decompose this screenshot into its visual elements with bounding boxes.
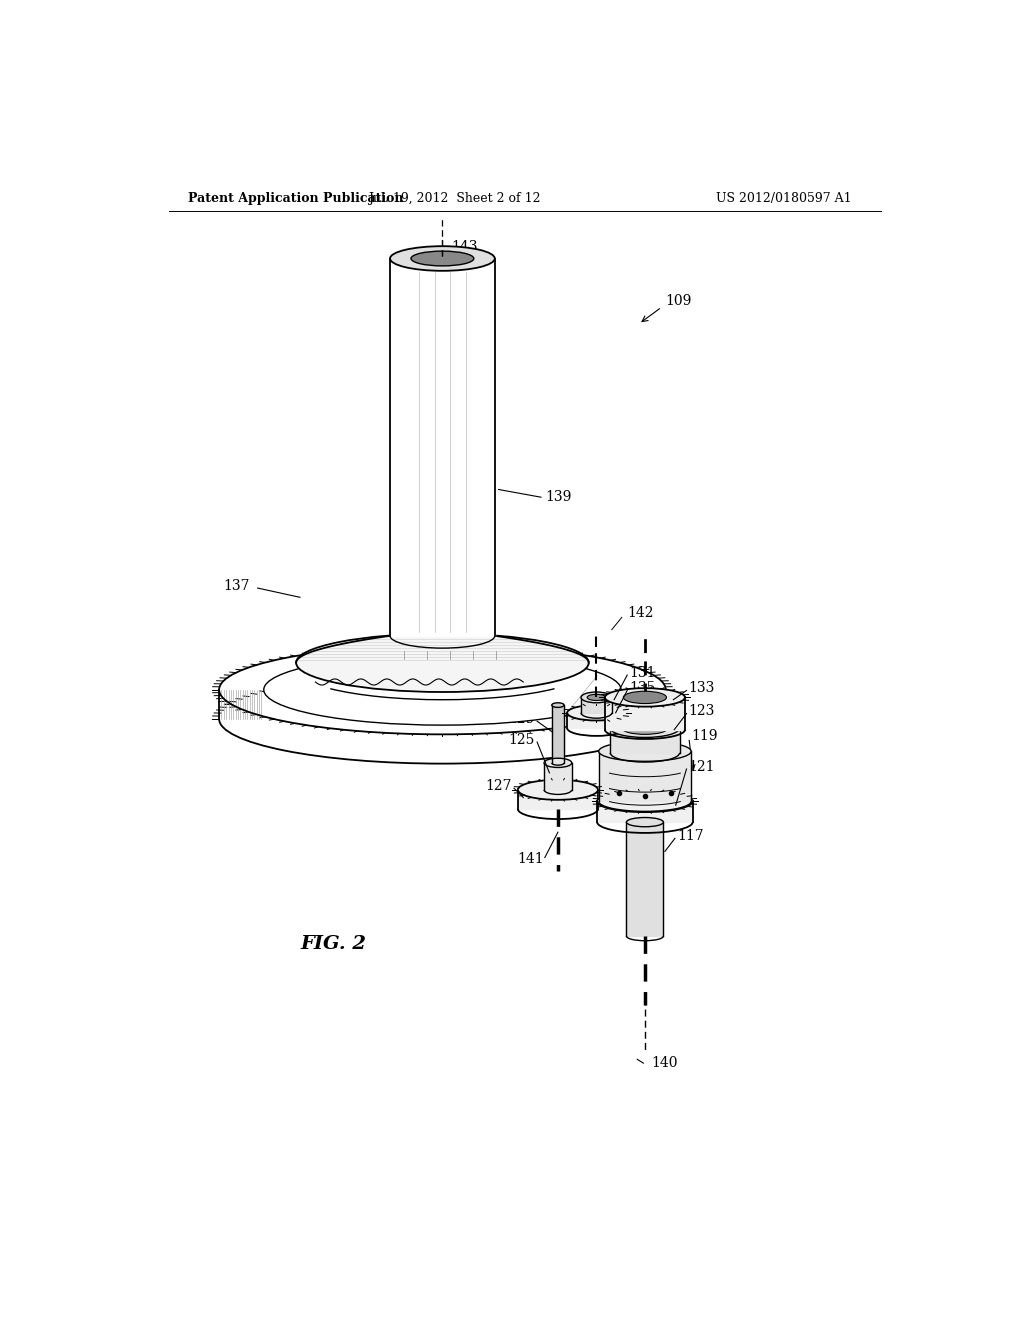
Bar (552, 705, 564, 763)
Text: 121: 121 (689, 760, 716, 774)
Ellipse shape (610, 719, 680, 738)
Ellipse shape (599, 742, 691, 762)
Text: 109: 109 (666, 294, 692, 308)
Ellipse shape (627, 817, 664, 826)
Text: 125: 125 (509, 733, 535, 747)
Ellipse shape (624, 692, 667, 704)
Text: 133: 133 (689, 681, 715, 696)
Text: 135: 135 (630, 681, 656, 696)
Text: 123: 123 (689, 705, 715, 718)
Bar (597, 801, 692, 822)
Ellipse shape (411, 251, 474, 265)
Text: 129: 129 (509, 711, 535, 726)
Text: US 2012/0180597 A1: US 2012/0180597 A1 (716, 191, 851, 205)
Ellipse shape (581, 692, 611, 702)
Text: Jul. 19, 2012  Sheet 2 of 12: Jul. 19, 2012 Sheet 2 of 12 (368, 191, 541, 205)
Ellipse shape (567, 705, 626, 721)
Ellipse shape (597, 791, 692, 812)
Bar (627, 822, 664, 936)
Ellipse shape (587, 694, 605, 701)
Text: 143: 143 (452, 240, 478, 253)
Text: 131: 131 (630, 665, 656, 680)
Text: 142: 142 (628, 606, 653, 619)
Bar (605, 697, 685, 730)
Bar (581, 697, 611, 713)
Ellipse shape (390, 247, 495, 271)
Text: 141: 141 (517, 853, 544, 866)
Ellipse shape (296, 634, 589, 692)
Bar (599, 751, 691, 801)
Bar (610, 729, 680, 752)
Text: 127: 127 (485, 779, 512, 793)
Text: 140: 140 (651, 1056, 678, 1071)
Text: 119: 119 (691, 729, 718, 743)
Bar (567, 713, 626, 729)
Text: FIG. 2: FIG. 2 (300, 935, 366, 953)
Bar (390, 259, 495, 636)
Bar (544, 763, 571, 789)
Ellipse shape (518, 780, 598, 800)
Text: Patent Application Publication: Patent Application Publication (188, 191, 403, 205)
Text: 139: 139 (545, 490, 571, 504)
Ellipse shape (544, 758, 571, 767)
Text: 137: 137 (223, 578, 250, 593)
Ellipse shape (264, 655, 621, 725)
Ellipse shape (605, 688, 685, 706)
Text: 117: 117 (677, 829, 703, 843)
Ellipse shape (552, 702, 564, 708)
Bar (518, 789, 598, 809)
Ellipse shape (622, 722, 668, 734)
